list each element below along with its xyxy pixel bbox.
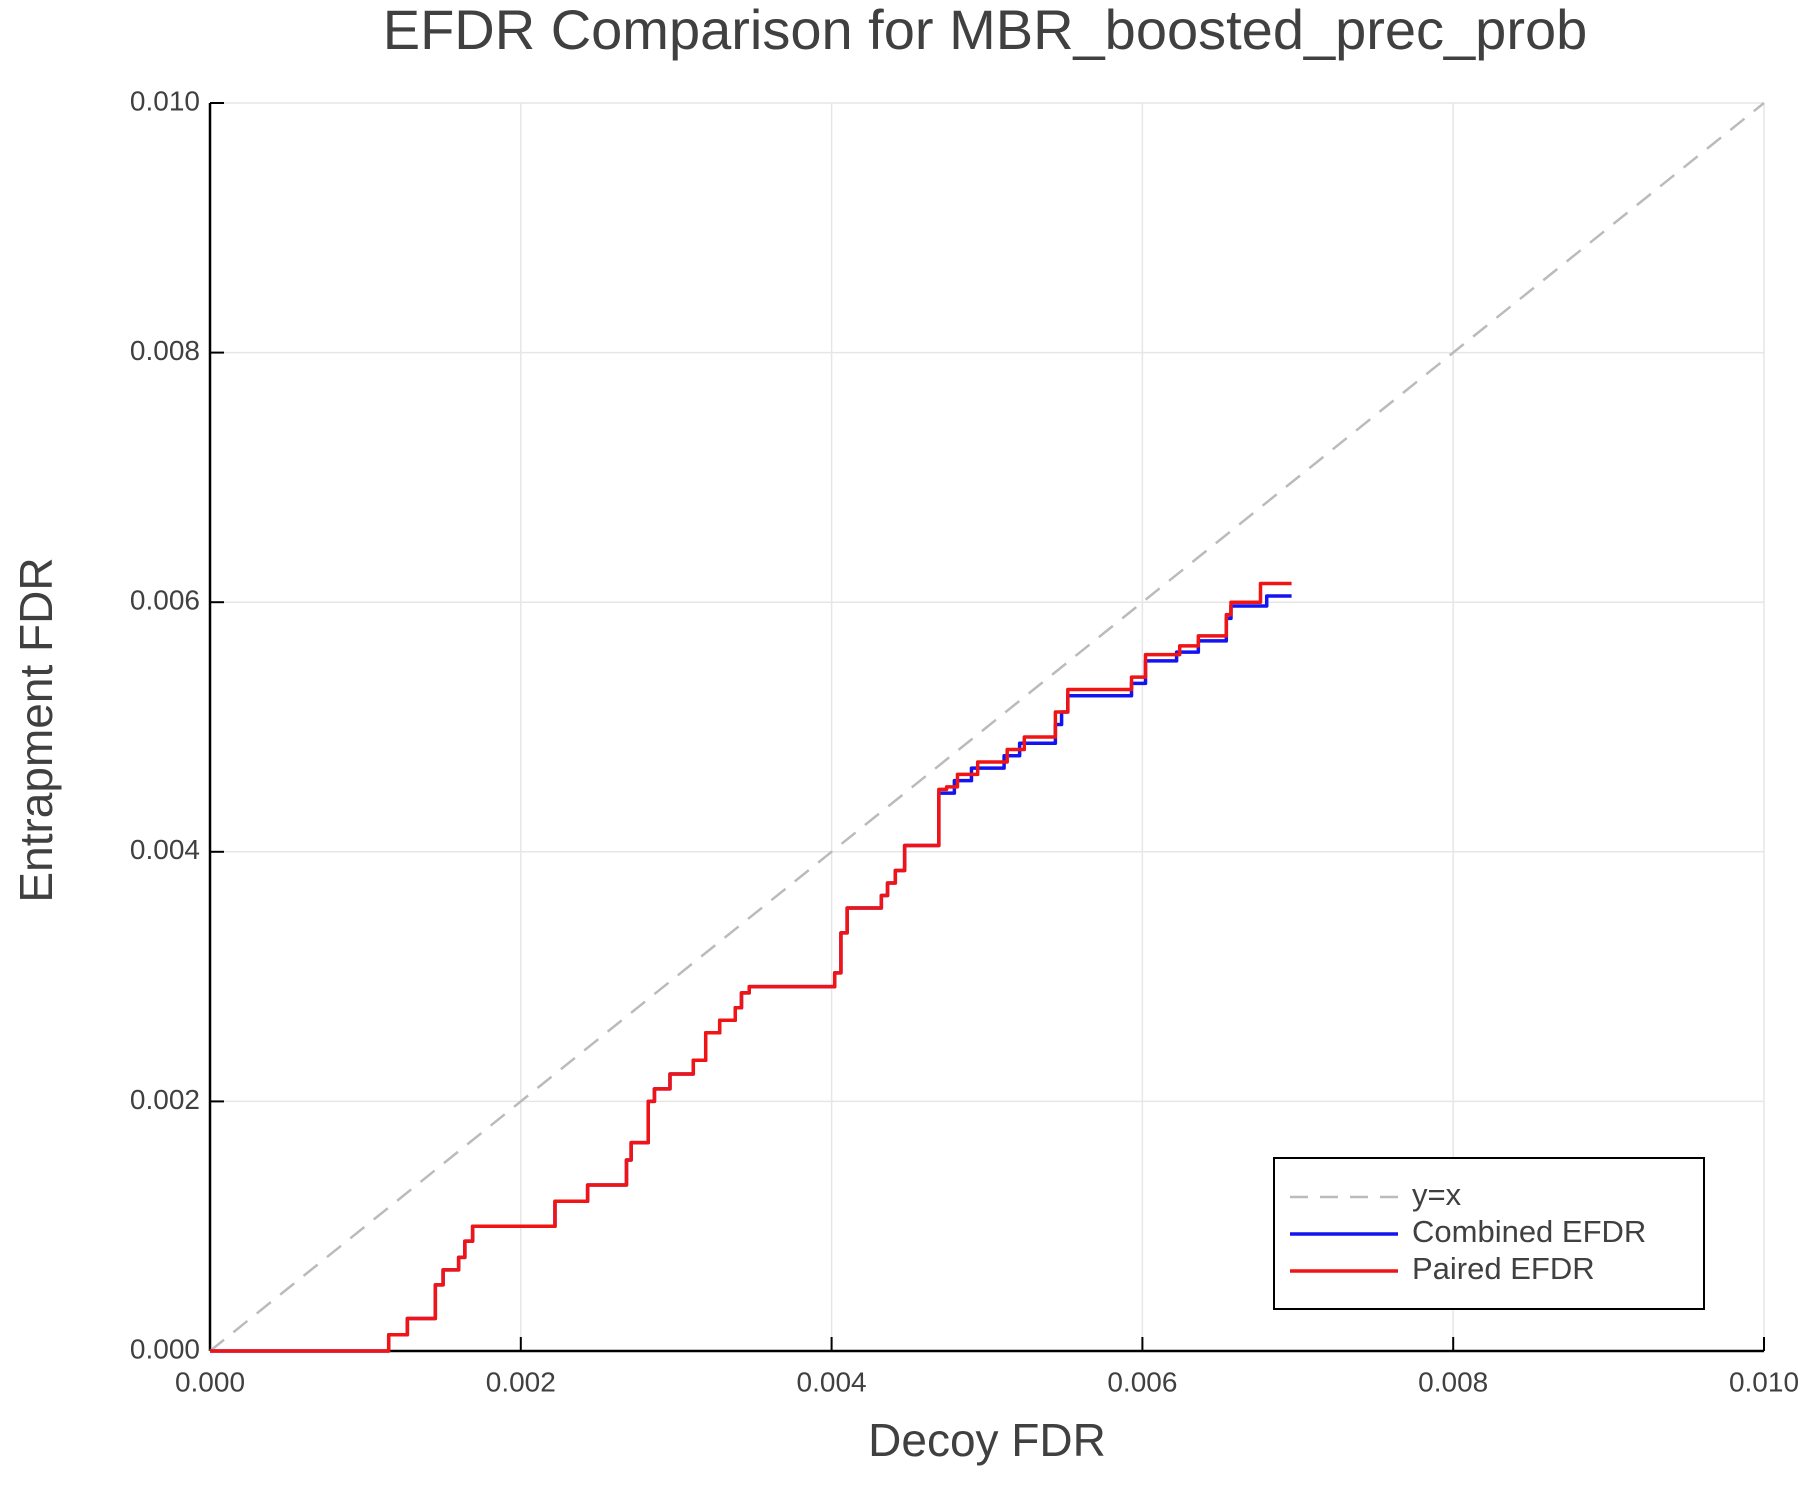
x-tick-label: 0.008 xyxy=(1418,1366,1488,1397)
y-tick-label: 0.004 xyxy=(130,834,200,865)
y-tick-label: 0.000 xyxy=(130,1333,200,1364)
y-tick-label: 0.010 xyxy=(130,85,200,116)
y-tick-label: 0.002 xyxy=(130,1084,200,1115)
x-tick-label: 0.010 xyxy=(1729,1366,1799,1397)
y-tick-label: 0.006 xyxy=(130,585,200,616)
legend-label: Paired EFDR xyxy=(1412,1251,1595,1286)
x-axis-label: Decoy FDR xyxy=(868,1414,1106,1466)
x-tick-label: 0.002 xyxy=(486,1366,556,1397)
chart-title: EFDR Comparison for MBR_boosted_prec_pro… xyxy=(383,0,1588,61)
legend-label: y=x xyxy=(1412,1177,1462,1212)
x-tick-label: 0.000 xyxy=(175,1366,245,1397)
x-tick-label: 0.006 xyxy=(1107,1366,1177,1397)
series-line xyxy=(210,594,1292,1353)
legend-label: Combined EFDR xyxy=(1412,1214,1646,1249)
x-tick-label: 0.004 xyxy=(797,1366,867,1397)
y-tick-label: 0.008 xyxy=(130,335,200,366)
series-line xyxy=(210,581,1292,1353)
y-axis-label: Entrapment FDR xyxy=(10,557,62,902)
series-line xyxy=(209,102,1765,1352)
